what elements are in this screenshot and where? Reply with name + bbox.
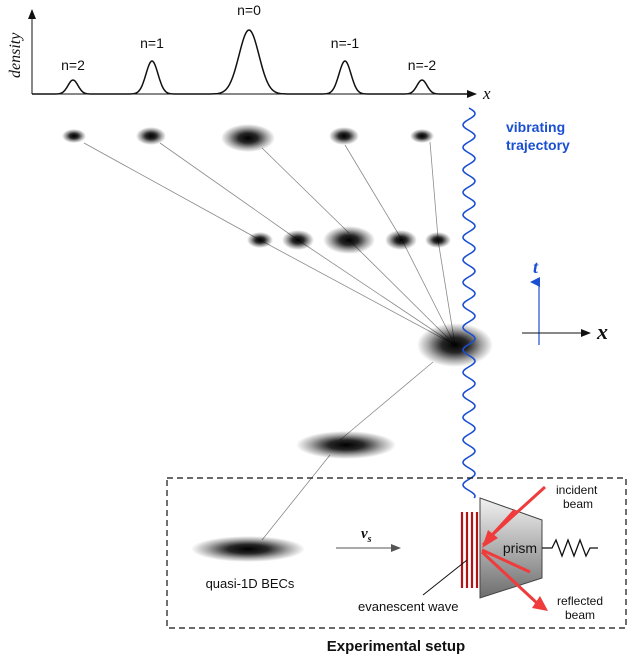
cloud-row2-n1	[282, 230, 314, 250]
cloud-row2-nm1	[385, 230, 417, 250]
trajectory-label-line1: vibrating	[506, 119, 565, 135]
setup-title: Experimental setup	[327, 638, 465, 655]
trajectory-label-line2: trajectory	[506, 137, 570, 153]
peak-label-nm2: n=-2	[408, 57, 437, 73]
evanescent-label: evanescent wave	[358, 599, 458, 614]
evanescent-pointer	[422, 559, 468, 596]
reflected-label-line1: reflected	[557, 594, 603, 608]
cloud-row2-n0	[323, 226, 375, 254]
cloud-initial	[191, 536, 305, 562]
experimental-setup: vs quasi-1D BECs evanescent wave prism i…	[166, 477, 627, 629]
cloud-merged	[417, 323, 493, 367]
peak-label-n1: n=1	[140, 35, 164, 51]
velocity-label: vs	[361, 526, 372, 545]
t-axis-label: t	[533, 257, 539, 277]
incident-label-line2: beam	[563, 497, 593, 511]
cloud-row1-nm1	[329, 127, 359, 145]
becs-label: quasi-1D BECs	[206, 576, 295, 591]
cloud-row1-n2	[62, 129, 86, 143]
reflected-label-line2: beam	[565, 608, 595, 622]
density-ylabel: density	[7, 32, 24, 78]
vibrating-trajectory-wave	[462, 107, 476, 499]
incident-label-line1: incident	[556, 483, 598, 497]
cloud-row1-n1	[136, 127, 166, 145]
cloud-row1-nm2	[410, 129, 434, 143]
setup-dashed-box	[166, 477, 627, 629]
spring	[542, 538, 598, 558]
peak-label-nm1: n=-1	[331, 35, 360, 51]
cloud-row2-nm2	[425, 232, 451, 248]
tx-axes: t x	[522, 257, 608, 345]
density-curve	[32, 29, 470, 95]
peak-label-n2: n=2	[61, 57, 85, 73]
prism	[479, 497, 543, 599]
prism-label: prism	[503, 540, 537, 556]
x-axis-label: x	[596, 319, 608, 344]
density-xlabel: x	[482, 84, 491, 103]
evanescent-wave-lines	[460, 512, 479, 588]
connector-lines	[83, 141, 456, 541]
peak-label-n0: n=0	[237, 2, 261, 18]
reflected-beam-short	[481, 548, 531, 574]
density-plot: density x n=2 n=1 n=0 n=-1 n=-2	[7, 2, 491, 103]
incident-beam-arrowhead	[482, 530, 498, 548]
cloud-row2-n2	[247, 232, 273, 248]
reflected-beam-long	[480, 550, 540, 606]
cloud-row1-n0	[221, 124, 275, 152]
cloud-moving	[296, 431, 396, 459]
reflected-beam-arrowhead	[532, 596, 548, 611]
bec-clouds	[62, 124, 493, 562]
